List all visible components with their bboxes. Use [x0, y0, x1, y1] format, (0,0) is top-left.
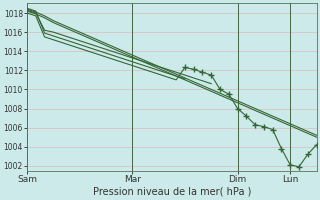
X-axis label: Pression niveau de la mer( hPa ): Pression niveau de la mer( hPa )	[92, 187, 251, 197]
